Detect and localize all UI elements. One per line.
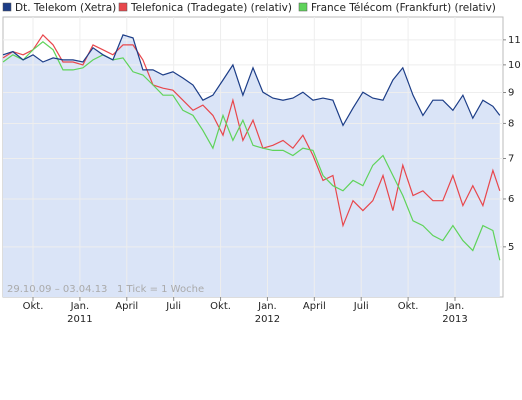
legend-swatch [118, 2, 128, 12]
y-tick-label: 8 [508, 118, 514, 129]
x-tick-label: Jan. [445, 301, 465, 312]
x-tick-label: Okt. [23, 301, 44, 312]
y-tick-label: 5 [508, 242, 514, 253]
x-year-label: 2013 [442, 314, 467, 325]
x-tick-label: Juli [165, 301, 181, 312]
y-tick-label: 11 [508, 35, 521, 46]
legend-swatch [2, 2, 12, 12]
y-tick-label: 9 [508, 88, 514, 99]
tick-note: 1 Tick = 1 Woche [117, 284, 204, 295]
x-tick-label: Jan. [70, 301, 90, 312]
x-tick-label: Juli [353, 301, 369, 312]
x-tick-label: April [303, 301, 326, 312]
legend-text: Telefonica (Tradegate) (relativ) [130, 2, 292, 14]
legend-text: France Télécom (Frankfurt) (relativ) [311, 2, 496, 14]
series-line [2, 34, 501, 127]
y-tick-label: 10 [508, 60, 521, 71]
x-year-label: 2011 [67, 314, 92, 325]
range-note: 29.10.09 – 03.04.13 [7, 284, 107, 295]
legend-swatch [298, 2, 308, 12]
series-line [2, 41, 501, 261]
x-tick-label: Okt. [398, 301, 419, 312]
y-tick-label: 7 [508, 153, 514, 164]
x-year-label: 2012 [255, 314, 280, 325]
x-tick-label: Jan. [257, 301, 277, 312]
y-tick-label: 6 [508, 194, 514, 205]
x-tick-label: April [115, 301, 138, 312]
x-tick-label: Okt. [210, 301, 231, 312]
legend-text: Dt. Telekom (Xetra) [15, 2, 116, 14]
